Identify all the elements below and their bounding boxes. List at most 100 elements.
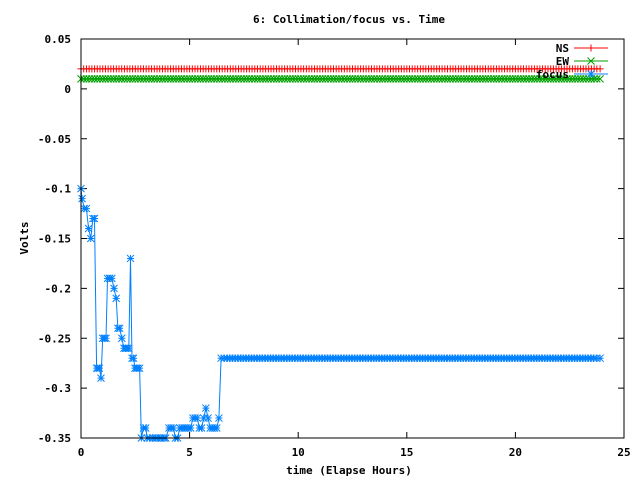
y-tick-label: -0.2 xyxy=(45,282,72,295)
data-point xyxy=(84,224,93,233)
data-point xyxy=(400,75,408,83)
data-point xyxy=(221,75,229,83)
data-point xyxy=(587,70,595,78)
data-point xyxy=(107,274,116,283)
chart-title: 6: Collimation/focus vs. Time xyxy=(253,13,445,26)
data-point xyxy=(124,344,133,353)
data-point xyxy=(596,354,604,363)
data-point xyxy=(579,75,588,83)
x-axis-label: time (Elapse Hours) xyxy=(286,464,412,477)
data-point xyxy=(139,75,148,83)
data-point xyxy=(430,75,438,83)
data-point xyxy=(364,75,373,83)
data-point xyxy=(107,75,115,83)
data-point xyxy=(199,75,208,83)
legend-item-ew: EW xyxy=(556,55,608,68)
data-point xyxy=(411,75,419,83)
data-point xyxy=(177,75,186,83)
data-point xyxy=(212,424,221,432)
y-tick-label: -0.35 xyxy=(38,432,71,445)
series-ew xyxy=(77,75,604,83)
legend-label: EW xyxy=(556,55,570,68)
data-point xyxy=(538,75,547,83)
data-point xyxy=(478,75,487,83)
data-point xyxy=(307,75,316,83)
data-point xyxy=(286,75,294,83)
data-point xyxy=(416,75,425,83)
data-point xyxy=(383,75,392,83)
data-point xyxy=(340,75,349,83)
data-point xyxy=(432,75,441,83)
data-point xyxy=(375,75,384,83)
data-point xyxy=(568,75,577,83)
data-point xyxy=(506,75,514,83)
data-point xyxy=(231,75,240,83)
data-point xyxy=(302,75,311,83)
data-point xyxy=(516,75,525,83)
data-point xyxy=(129,354,138,363)
data-point xyxy=(288,75,297,83)
data-point xyxy=(386,75,395,83)
data-point xyxy=(443,75,452,83)
data-point xyxy=(237,75,246,83)
data-point xyxy=(484,75,493,83)
data-point xyxy=(223,75,232,83)
data-point xyxy=(446,75,455,83)
data-point xyxy=(413,75,422,83)
x-tick-label: 0 xyxy=(78,446,85,459)
data-point xyxy=(85,75,93,83)
data-point xyxy=(359,75,368,83)
data-point xyxy=(97,374,105,383)
y-tick-label: 0.05 xyxy=(45,33,72,46)
data-point xyxy=(435,75,444,83)
data-point xyxy=(451,75,460,83)
data-point xyxy=(141,424,150,432)
data-point xyxy=(294,75,303,83)
data-point xyxy=(535,75,544,83)
data-point xyxy=(560,75,569,83)
data-point xyxy=(394,75,403,83)
data-point xyxy=(131,75,140,83)
y-axis-label: Volts xyxy=(18,221,31,254)
data-point xyxy=(90,75,99,83)
data-point xyxy=(332,75,341,83)
y-tick-label: -0.25 xyxy=(38,332,71,345)
data-point xyxy=(267,75,275,83)
data-point xyxy=(259,75,267,83)
data-point xyxy=(197,424,206,432)
legend-item-focus: focus xyxy=(536,68,608,81)
data-point xyxy=(291,75,300,83)
data-point xyxy=(421,75,430,83)
data-point xyxy=(117,334,126,343)
data-point xyxy=(305,75,313,83)
data-point xyxy=(297,75,305,83)
data-point xyxy=(248,75,256,83)
data-point xyxy=(527,75,536,83)
data-point xyxy=(90,214,99,223)
data-point xyxy=(142,75,151,83)
data-point xyxy=(324,75,332,83)
data-point xyxy=(519,75,528,83)
data-point xyxy=(86,234,95,243)
data-point xyxy=(554,75,563,83)
data-point xyxy=(82,75,91,83)
data-point xyxy=(180,75,189,83)
data-point xyxy=(123,75,132,83)
data-point xyxy=(169,75,178,83)
data-point xyxy=(392,75,400,83)
data-point xyxy=(592,75,601,83)
data-point xyxy=(587,44,595,52)
data-point xyxy=(164,75,172,83)
data-point xyxy=(102,334,110,343)
data-point xyxy=(96,75,104,83)
data-point xyxy=(587,57,595,65)
legend-item-ns: NS xyxy=(556,42,608,55)
data-point xyxy=(397,75,406,83)
y-tick-label: -0.15 xyxy=(38,233,71,246)
y-tick-label: -0.05 xyxy=(38,133,71,146)
data-point xyxy=(563,75,571,83)
data-point xyxy=(313,75,322,83)
data-point xyxy=(522,75,531,83)
data-point xyxy=(530,75,539,83)
data-point xyxy=(117,75,126,83)
